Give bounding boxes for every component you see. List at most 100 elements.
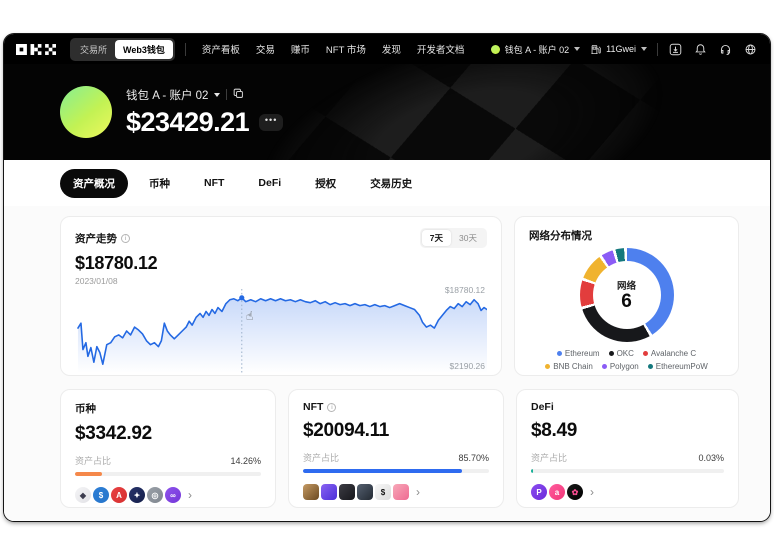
product-toggle: 交易所 Web3钱包 xyxy=(70,37,175,61)
nav-divider xyxy=(184,42,186,56)
asset-card-title: DeFi xyxy=(531,401,554,413)
chevron-right-icon[interactable]: › xyxy=(590,485,594,499)
legend-item: Polygon xyxy=(601,362,639,371)
asset-progress-fill xyxy=(75,472,102,476)
bell-icon[interactable] xyxy=(693,42,708,57)
download-app-icon[interactable] xyxy=(668,42,683,57)
tab-coins[interactable]: 币种 xyxy=(149,177,170,190)
legend-item: OKC xyxy=(608,349,634,358)
globe-icon[interactable] xyxy=(743,42,758,57)
defi-protocol-dark-icon: ✿ xyxy=(567,484,583,500)
section-tabbar: 资产概况 币种 NFT DeFi 授权 交易历史 xyxy=(4,160,770,206)
info-icon[interactable]: i xyxy=(327,402,337,412)
network-distribution-card: 网络分布情况 网络 6 Ethereum OKC Avalanche C BNB Ch… xyxy=(514,216,739,376)
asset-card-value: $8.49 xyxy=(531,420,578,441)
nft-thumb-dark-art xyxy=(339,484,355,500)
network-card-title: 网络分布情况 xyxy=(529,230,592,242)
tab-history[interactable]: 交易历史 xyxy=(370,177,413,190)
asset-ratio-label: 资产占比 xyxy=(531,453,568,463)
legend-dot xyxy=(556,351,562,356)
asset-progress-track xyxy=(531,469,724,473)
nft-thumb-pink xyxy=(393,484,409,500)
legend-dot xyxy=(642,351,648,356)
trend-cursor-date: 2023/01/08 xyxy=(75,276,118,286)
defi-protocol-pink-icon: a xyxy=(549,484,565,500)
tab-defi[interactable]: DeFi xyxy=(258,177,282,189)
wallet-hero: 钱包 A - 账户 02 $23429.21 ••• xyxy=(4,64,770,160)
nav-divider xyxy=(657,42,658,56)
headset-icon[interactable] xyxy=(718,42,733,57)
chart-max-label: $18780.12 xyxy=(444,285,485,295)
nft-thumb-figure xyxy=(357,484,373,500)
checkerboard-decoration xyxy=(260,64,740,160)
legend-dot xyxy=(601,364,607,369)
asset-card-title: NFT i xyxy=(303,401,489,413)
donut-center: 网络 6 xyxy=(592,261,661,329)
nav-link-trade[interactable]: 交易 xyxy=(255,45,275,56)
legend-item: BNB Chain xyxy=(545,362,593,371)
asset-progress-track xyxy=(75,472,261,476)
wallet-name-label[interactable]: 钱包 A - 账户 02 xyxy=(126,89,209,102)
tab-asset-overview[interactable]: 资产概况 xyxy=(60,168,128,198)
asset-ratio-percent: 0.03% xyxy=(698,452,724,463)
top-nav: 交易所 Web3钱包 资产看板 交易 赚币 NFT 市场 发现 开发者文档 钱包… xyxy=(4,34,770,64)
legend-dot xyxy=(647,364,653,369)
app-window: 交易所 Web3钱包 资产看板 交易 赚币 NFT 市场 发现 开发者文档 钱包… xyxy=(4,34,770,521)
tab-nft[interactable]: NFT xyxy=(204,177,225,189)
trend-chart-area[interactable]: $18780.12 $2190.26 ☝ xyxy=(75,285,487,373)
nav-link-dev-docs[interactable]: 开发者文档 xyxy=(416,45,465,56)
asset-card-value: $3342.92 xyxy=(75,423,152,444)
donut-center-value: 6 xyxy=(621,291,632,313)
asset-token-list: ◆ $ A ✦ ◎ ∞ › xyxy=(75,487,261,503)
chevron-down-icon xyxy=(574,47,581,51)
dark-token-icon: ✦ xyxy=(129,487,145,503)
chevron-right-icon[interactable]: › xyxy=(416,485,420,499)
range-7d-button[interactable]: 7天 xyxy=(421,230,452,246)
legend-item: EthereumPoW xyxy=(647,362,708,371)
account-avatar-dot xyxy=(490,44,500,54)
chevron-down-icon[interactable] xyxy=(214,92,221,97)
chevron-down-icon xyxy=(641,47,647,51)
copy-address-icon[interactable] xyxy=(233,88,244,102)
nav-link-discover[interactable]: 发现 xyxy=(381,45,401,56)
wallet-name-row: 钱包 A - 账户 02 xyxy=(126,87,283,103)
asset-trend-card: 资产走势 i 7天 30天 $18780.12 2023/01/08 xyxy=(60,216,502,376)
defi-protocol-p-icon: P xyxy=(531,484,547,500)
account-selector-label: 钱包 A - 账户 02 xyxy=(504,44,570,55)
asset-ratio-percent: 14.26% xyxy=(230,455,261,466)
nav-link-nft-market[interactable]: NFT 市场 xyxy=(325,45,366,56)
gas-selector[interactable]: 11Gwei xyxy=(590,44,647,55)
account-selector[interactable]: 钱包 A - 账户 02 xyxy=(490,43,581,56)
legend-dot xyxy=(545,364,551,369)
chart-min-label: $2190.26 xyxy=(449,361,485,371)
avax-token-icon: A xyxy=(111,487,127,503)
toggle-exchange[interactable]: 交易所 xyxy=(80,44,108,55)
toggle-web3-wallet[interactable]: Web3钱包 xyxy=(115,39,173,59)
gray-token-icon: ◎ xyxy=(147,487,163,503)
asset-card-value: $20094.11 xyxy=(303,420,390,441)
info-icon[interactable]: i xyxy=(121,233,130,243)
polygon-token-icon: ∞ xyxy=(165,487,181,503)
trend-current-value: $18780.12 xyxy=(75,253,158,273)
asset-token-list: $ › xyxy=(303,484,489,500)
asset-summary-card: NFT i $20094.11 资产占比 85.70% $ › xyxy=(288,389,504,508)
tab-approvals[interactable]: 授权 xyxy=(315,177,337,190)
network-legend: Ethereum OKC Avalanche C BNB Chain Polygon Et… xyxy=(529,349,724,371)
trend-chart[interactable] xyxy=(75,289,487,373)
nav-link-earn[interactable]: 赚币 xyxy=(290,45,310,56)
nav-link-assets[interactable]: 资产看板 xyxy=(201,45,240,56)
gas-price-label: 11Gwei xyxy=(606,44,636,54)
more-actions-button[interactable]: ••• xyxy=(259,113,284,131)
legend-item: Ethereum xyxy=(556,349,600,358)
asset-progress-track xyxy=(303,469,489,473)
divider xyxy=(226,89,228,100)
okx-logo[interactable] xyxy=(16,43,56,55)
range-toggle: 7天 30天 xyxy=(419,228,487,248)
dashboard-content: 资产走势 i 7天 30天 $18780.12 2023/01/08 xyxy=(4,206,770,521)
asset-ratio-label: 资产占比 xyxy=(303,453,340,463)
chevron-right-icon[interactable]: › xyxy=(188,488,192,502)
nft-thumb-ape xyxy=(303,484,319,500)
range-30d-button[interactable]: 30天 xyxy=(459,233,477,243)
